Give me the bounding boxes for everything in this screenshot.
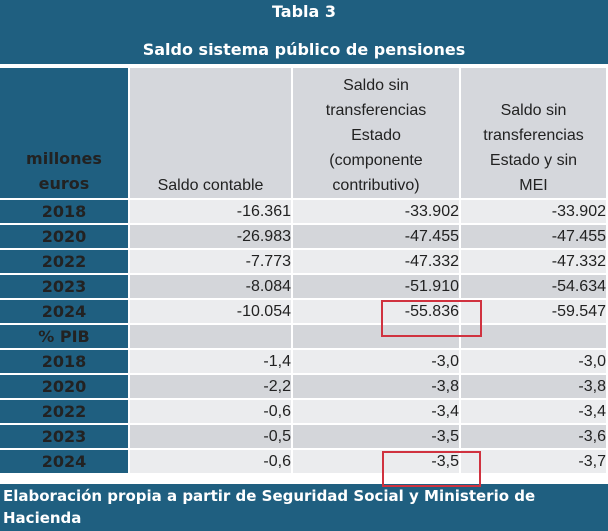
cell-sin-transf-contrib: -3,0 xyxy=(293,350,459,373)
col-header-line: MEI xyxy=(519,177,548,194)
cell-saldo-contable: -16.361 xyxy=(130,200,291,223)
cell-sin-transf-sin-mei: -3,6 xyxy=(461,425,606,448)
row-year: 2022 xyxy=(0,250,128,273)
cell-saldo-contable: -26.983 xyxy=(130,225,291,248)
col-header-label: Saldo contable xyxy=(157,177,264,194)
col-header-line: Saldo sin xyxy=(500,102,567,119)
cell-sin-transf-sin-mei: -47.455 xyxy=(461,225,606,248)
section-row-pib: % PIB xyxy=(0,325,606,348)
cell-sin-transf-contrib: -3,8 xyxy=(293,375,459,398)
title-band xyxy=(0,0,608,64)
row-year: 2024 xyxy=(0,450,128,473)
cell-saldo-contable: -2,2 xyxy=(130,375,291,398)
row-year: 2023 xyxy=(0,425,128,448)
unit-header: millones euros xyxy=(0,68,128,198)
cell-sin-transf-contrib: -3,5 xyxy=(293,450,459,473)
table-row: 2018 -16.361 -33.902 -33.902 xyxy=(0,200,606,223)
cell-saldo-contable: -0,6 xyxy=(130,400,291,423)
cell-sin-transf-sin-mei: -54.634 xyxy=(461,275,606,298)
cell-sin-transf-contrib: -51.910 xyxy=(293,275,459,298)
cell-sin-transf-contrib: -33.902 xyxy=(293,200,459,223)
cell-sin-transf-contrib: -3,4 xyxy=(293,400,459,423)
cell-sin-transf-contrib: -55.836 xyxy=(293,300,459,323)
section-label-pib: % PIB xyxy=(0,325,128,348)
row-year: 2022 xyxy=(0,400,128,423)
table-subtitle: Saldo sistema público de pensiones xyxy=(142,40,466,59)
cell-saldo-contable: -0,6 xyxy=(130,450,291,473)
table-row: 2022 -7.773 -47.332 -47.332 xyxy=(0,250,606,273)
table-row: 2023 -0,5 -3,5 -3,6 xyxy=(0,425,606,448)
col-header-line: Saldo sin xyxy=(343,77,409,94)
table-row: 2022 -0,6 -3,4 -3,4 xyxy=(0,400,606,423)
col-header-sin-transferencias: Saldo sin transferencias Estado (compone… xyxy=(293,68,459,198)
row-year: 2020 xyxy=(0,375,128,398)
cell-sin-transf-contrib: -47.332 xyxy=(293,250,459,273)
col-header-line: transferencias xyxy=(483,127,584,144)
col-header-sin-transferencias-sin-mei: Saldo sin transferencias Estado y sin ME… xyxy=(461,68,606,198)
col-header-saldo-contable: Saldo contable xyxy=(130,68,291,198)
row-year: 2023 xyxy=(0,275,128,298)
table-row: 2023 -8.084 -51.910 -54.634 xyxy=(0,275,606,298)
col-header-line: (componente xyxy=(329,152,423,169)
cell-sin-transf-sin-mei: -59.547 xyxy=(461,300,606,323)
col-header-line: transferencias xyxy=(325,102,427,119)
cell-saldo-contable: -8.084 xyxy=(130,275,291,298)
cell-saldo-contable: -1,4 xyxy=(130,350,291,373)
blank-cell xyxy=(130,325,291,348)
cell-sin-transf-sin-mei: -3,4 xyxy=(461,400,606,423)
unit-line-2: euros xyxy=(38,174,90,193)
source-footer: Elaboración propia a partir de Seguridad… xyxy=(0,484,608,531)
cell-saldo-contable: -7.773 xyxy=(130,250,291,273)
cell-sin-transf-sin-mei: -33.902 xyxy=(461,200,606,223)
cell-saldo-contable: -10.054 xyxy=(130,300,291,323)
pension-balance-table: millones euros Saldo contable Saldo sin … xyxy=(0,66,608,475)
cell-saldo-contable: -0,5 xyxy=(130,425,291,448)
cell-sin-transf-sin-mei: -3,8 xyxy=(461,375,606,398)
row-year: 2024 xyxy=(0,300,128,323)
row-year: 2018 xyxy=(0,350,128,373)
blank-cell xyxy=(461,325,606,348)
row-year: 2018 xyxy=(0,200,128,223)
table-row: 2024 -0,6 -3,5 -3,7 xyxy=(0,450,606,473)
col-header-line: Estado xyxy=(351,127,401,144)
cell-sin-transf-sin-mei: -47.332 xyxy=(461,250,606,273)
table-number-title: Tabla 3 xyxy=(271,2,337,21)
col-header-line: Estado y sin xyxy=(489,152,578,169)
table-row: 2024 -10.054 -55.836 -59.547 xyxy=(0,300,606,323)
table-row: 2018 -1,4 -3,0 -3,0 xyxy=(0,350,606,373)
blank-cell xyxy=(293,325,459,348)
table-row: 2020 -2,2 -3,8 -3,8 xyxy=(0,375,606,398)
cell-sin-transf-sin-mei: -3,0 xyxy=(461,350,606,373)
row-year: 2020 xyxy=(0,225,128,248)
unit-line-1: millones xyxy=(26,149,102,168)
col-header-line: contributivo) xyxy=(332,177,420,194)
table-row: 2020 -26.983 -47.455 -47.455 xyxy=(0,225,606,248)
cell-sin-transf-contrib: -47.455 xyxy=(293,225,459,248)
cell-sin-transf-contrib: -3,5 xyxy=(293,425,459,448)
cell-sin-transf-sin-mei: -3,7 xyxy=(461,450,606,473)
header-row: millones euros Saldo contable Saldo sin … xyxy=(0,68,606,198)
